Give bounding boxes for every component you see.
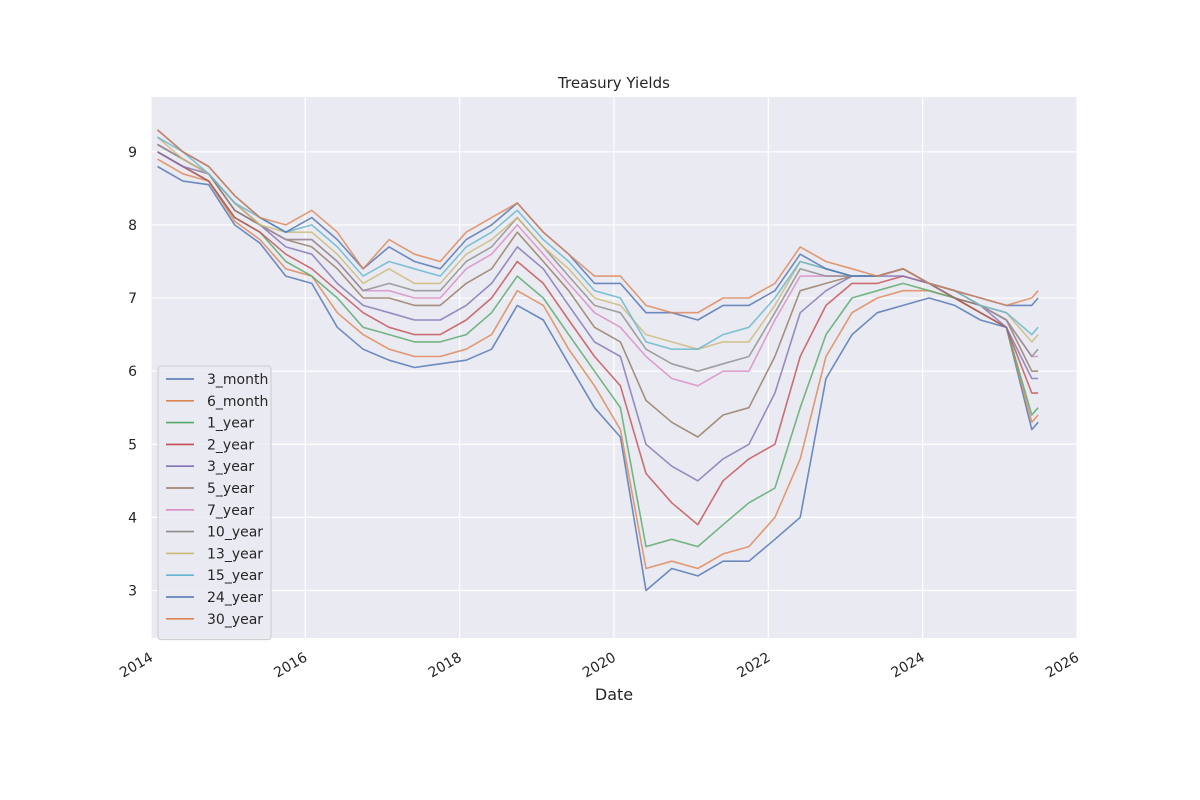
x-tick-label: 2016 xyxy=(271,650,310,682)
grid-lines xyxy=(150,97,1078,638)
x-tick-label: 2026 xyxy=(1043,650,1082,682)
y-tick-label: 7 xyxy=(128,291,137,307)
series-line-6-month xyxy=(157,158,1039,570)
legend-label-15-year: 15_year xyxy=(207,568,263,584)
legend-label-13-year: 13_year xyxy=(207,546,263,562)
series-lines xyxy=(156,129,1039,592)
legend-label-5-year: 5_year xyxy=(207,481,254,497)
x-axis-label: Date xyxy=(595,685,633,704)
legend: 3_month 6_month 1_year 2_year 3_year 5_year 7_… xyxy=(157,365,272,641)
legend-box xyxy=(157,365,272,641)
legend-label-6-month: 6_month xyxy=(207,394,268,410)
series-line-1-year xyxy=(157,151,1039,548)
legend-label-3-month: 3_month xyxy=(207,372,268,388)
y-tick-label: 4 xyxy=(128,510,137,526)
y-tick-label: 6 xyxy=(128,364,137,380)
y-tick-label: 5 xyxy=(128,437,137,453)
series-line-3-month xyxy=(157,165,1039,592)
legend-label-1-year: 1_year xyxy=(207,416,254,432)
series-line-3-year xyxy=(157,151,1039,482)
legend-label-10-year: 10_year xyxy=(207,525,263,541)
x-tick-label: 2024 xyxy=(889,650,928,682)
x-tick-label: 2020 xyxy=(580,650,619,682)
y-tick-label: 9 xyxy=(128,145,137,161)
series-line-30-year xyxy=(156,129,1039,314)
x-tick-labels: 2014 2016 2018 2020 2022 2024 2026 xyxy=(117,650,1082,682)
legend-label-7-year: 7_year xyxy=(207,503,254,519)
chart-title: Treasury Yields xyxy=(557,74,670,92)
x-tick-label: 2022 xyxy=(734,650,773,682)
y-tick-label: 3 xyxy=(128,583,137,599)
legend-label-3-year: 3_year xyxy=(207,459,254,475)
x-tick-label: 2018 xyxy=(426,650,465,682)
y-tick-labels: 3 4 5 6 7 8 9 xyxy=(128,145,137,600)
y-tick-label: 8 xyxy=(128,218,137,234)
legend-label-2-year: 2_year xyxy=(207,437,254,453)
legend-label-24-year: 24_year xyxy=(207,590,263,606)
legend-label-30-year: 30_year xyxy=(207,612,263,628)
x-tick-label: 2014 xyxy=(117,650,156,682)
